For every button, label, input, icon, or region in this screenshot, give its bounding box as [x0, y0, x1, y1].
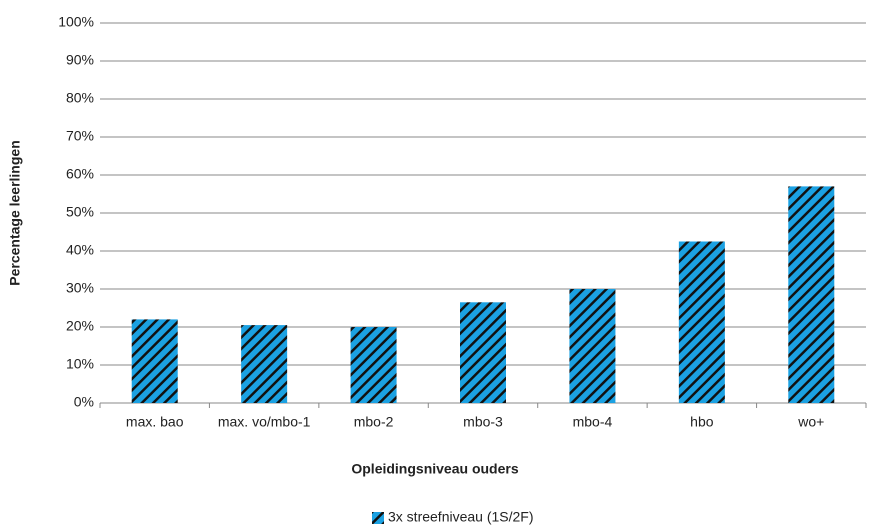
bar [788, 186, 835, 403]
x-tick-label: max. bao [126, 414, 184, 430]
legend-swatch [372, 512, 384, 524]
y-tick-label: 90% [66, 52, 94, 68]
bar [350, 327, 397, 403]
bar [678, 241, 725, 403]
y-tick-label: 0% [74, 394, 94, 410]
bar [241, 325, 288, 403]
x-axis-title: Opleidingsniveau ouders [351, 461, 518, 477]
y-tick-label: 100% [58, 14, 94, 30]
x-tick-label: hbo [690, 414, 714, 430]
y-tick-label: 20% [66, 318, 94, 334]
x-tick-label: mbo-2 [354, 414, 394, 430]
x-tick-label: max. vo/mbo-1 [218, 414, 311, 430]
x-tick-label: mbo-4 [573, 414, 613, 430]
bar [131, 319, 178, 403]
y-axis-title: Percentage leerlingen [7, 140, 23, 286]
y-tick-label: 70% [66, 128, 94, 144]
y-tick-label: 80% [66, 90, 94, 106]
legend-label: 3x streefniveau (1S/2F) [388, 509, 534, 525]
y-tick-label: 10% [66, 356, 94, 372]
y-tick-label: 30% [66, 280, 94, 296]
x-tick-label: wo+ [797, 414, 824, 430]
y-tick-label: 60% [66, 166, 94, 182]
bar [569, 289, 616, 403]
y-tick-label: 50% [66, 204, 94, 220]
bar [460, 302, 506, 403]
x-tick-label: mbo-3 [463, 414, 503, 430]
y-tick-label: 40% [66, 242, 94, 258]
